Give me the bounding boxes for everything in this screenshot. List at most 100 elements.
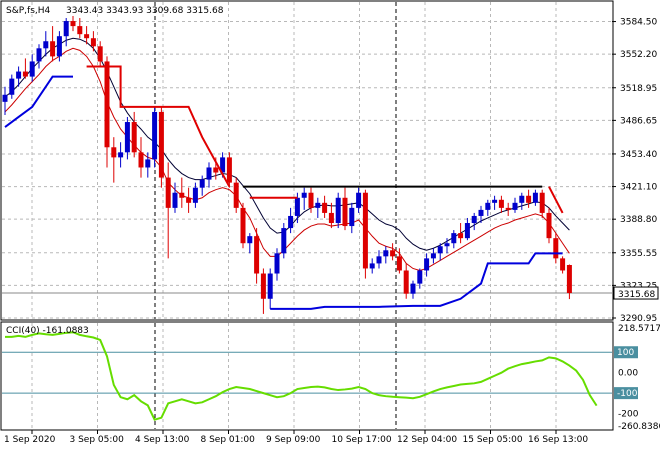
candle-body [369, 263, 375, 269]
candle-body [206, 167, 212, 180]
cci-tick-label: 0.00 [618, 369, 638, 379]
indicator-grid [2, 323, 612, 429]
stop-red-line [86, 65, 231, 188]
candle-body [131, 122, 137, 153]
candle-body [281, 228, 287, 254]
stop-blue-line [4, 75, 73, 128]
candle-body [315, 202, 321, 208]
candle-body [56, 36, 62, 57]
time-tick-label: 3 Sep 05:00 [70, 435, 125, 445]
price-axis[interactable]: 3584.50 3552.20 3518.95 3486.65 3453.40 3421.… [612, 18, 659, 324]
candle-body [192, 187, 198, 203]
candle-body [36, 48, 42, 62]
time-tick-label: 4 Sep 13:00 [135, 435, 190, 445]
candle-body [485, 202, 491, 210]
candle-body [247, 236, 253, 244]
candle-body [90, 38, 96, 47]
candle-body [240, 207, 246, 244]
cci-tick-label: -200 [618, 410, 639, 420]
candle-body [16, 71, 22, 79]
candle-body [50, 41, 56, 57]
candle-body [335, 197, 341, 224]
candle-body [220, 157, 226, 173]
indicator-pane[interactable]: CCI(40) -161.0883 [0, 321, 614, 431]
candle-body [464, 223, 470, 239]
candle-body [158, 111, 164, 178]
candle-body [424, 258, 430, 271]
price-tick-label: 3323.25 [620, 281, 657, 291]
cci-tick-label: 218.5717 [618, 324, 660, 334]
candle-body [267, 273, 273, 299]
candle-body [342, 197, 348, 227]
time-tick-label: 16 Sep 13:00 [528, 435, 588, 445]
indicator-title: CCI(40) -161.0883 [6, 326, 89, 336]
candle-body [512, 202, 518, 210]
session-separators [154, 2, 397, 319]
candle-body [362, 192, 368, 269]
candle-body [199, 179, 205, 188]
time-tick-label: 15 Sep 05:00 [463, 435, 523, 445]
candle-body [376, 256, 382, 264]
candle-body [390, 250, 396, 257]
candle-body [546, 212, 552, 239]
candle-body [260, 273, 266, 299]
candle-body [478, 209, 484, 216]
candle-body [63, 21, 69, 37]
candle-body [505, 207, 511, 210]
ohlc-values: 3343.43 3343.93 3309.68 3315.68 [66, 6, 224, 16]
ma-fast-line [4, 47, 570, 272]
candle-body [274, 253, 280, 274]
candle-body [165, 177, 171, 208]
candle-body [410, 283, 416, 294]
candle-body [396, 256, 402, 271]
candle-body [22, 71, 28, 77]
stop-red-line [548, 186, 564, 214]
candle-body [519, 195, 525, 203]
candle-body [172, 192, 178, 208]
time-tick-label: 10 Sep 17:00 [332, 435, 392, 445]
candle-body [532, 192, 538, 203]
candle-body [308, 192, 314, 208]
candle-body [539, 192, 545, 213]
price-tick-label: 3388.80 [620, 215, 657, 225]
price-tick-label: 3584.50 [620, 18, 657, 28]
price-pane[interactable]: S&P,fs,H4 3343.43 3343.93 3309.68 3315.6… [0, 0, 614, 321]
price-tick-label: 3290.95 [620, 314, 657, 324]
cci-level-box [614, 387, 638, 400]
candle-body [213, 167, 219, 173]
time-tick-label: 8 Sep 01:00 [201, 435, 256, 445]
cci-line [5, 331, 598, 421]
price-series [2, 16, 572, 314]
candle-body [9, 78, 15, 95]
candle-body [288, 215, 294, 229]
candle-body [356, 192, 362, 208]
stop-blue-line [270, 252, 563, 310]
cci-level-box [614, 346, 638, 359]
candle-body [526, 195, 532, 203]
candle-body [118, 152, 124, 158]
candle-body [124, 122, 130, 153]
candle-body [152, 111, 158, 160]
time-axis[interactable]: 1 Sep 2020 3 Sep 05:00 4 Sep 13:00 8 Sep 01… [4, 430, 588, 445]
candle-body [77, 26, 83, 35]
candle-body [498, 199, 504, 208]
candle-body [417, 270, 423, 284]
candle-body [84, 34, 90, 39]
candle-body [553, 238, 559, 259]
time-tick-label: 1 Sep 2020 [4, 435, 56, 445]
candle-body [29, 61, 35, 77]
price-tick-label: 3453.40 [620, 150, 657, 160]
price-tick-label: 3518.95 [620, 84, 657, 94]
time-tick-label: 12 Sep 04:00 [397, 435, 457, 445]
candle-body [43, 41, 49, 49]
candle-body [97, 46, 103, 62]
price-tick-label: 3355.55 [620, 249, 657, 259]
candle-body [138, 152, 144, 168]
candle-body [111, 147, 117, 158]
candle-body [566, 265, 572, 294]
candle-body [254, 236, 260, 274]
candle-body [2, 94, 8, 102]
candle-body [70, 21, 76, 27]
